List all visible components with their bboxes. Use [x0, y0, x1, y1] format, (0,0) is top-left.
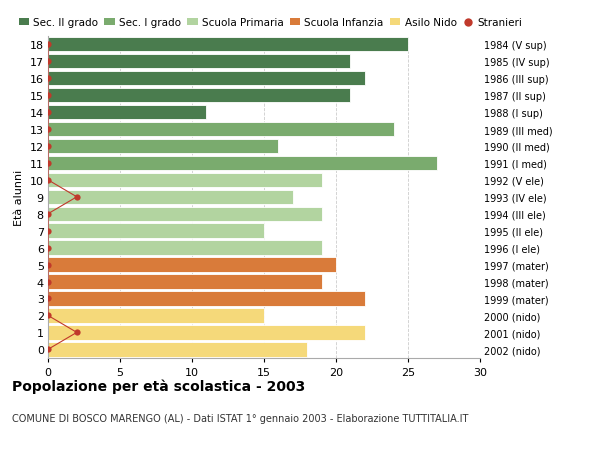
Bar	[48, 173, 322, 188]
Bar	[48, 342, 307, 357]
Y-axis label: Età alunni: Età alunni	[14, 169, 24, 225]
Bar	[48, 72, 365, 86]
Bar	[48, 207, 322, 221]
Text: Popolazione per età scolastica - 2003: Popolazione per età scolastica - 2003	[12, 379, 305, 393]
Bar	[48, 190, 293, 205]
Bar	[48, 224, 264, 238]
Bar	[48, 157, 437, 171]
Bar	[48, 123, 394, 137]
Bar	[48, 241, 322, 255]
Bar	[48, 258, 336, 272]
Bar	[48, 291, 365, 306]
Bar	[48, 308, 264, 323]
Legend: Sec. II grado, Sec. I grado, Scuola Primaria, Scuola Infanzia, Asilo Nido, Stran: Sec. II grado, Sec. I grado, Scuola Prim…	[19, 18, 522, 28]
Bar	[48, 140, 278, 154]
Bar	[48, 89, 350, 103]
Bar	[48, 106, 206, 120]
Bar	[48, 275, 322, 289]
Bar	[48, 38, 408, 52]
Bar	[48, 55, 350, 69]
Text: COMUNE DI BOSCO MARENGO (AL) - Dati ISTAT 1° gennaio 2003 - Elaborazione TUTTITA: COMUNE DI BOSCO MARENGO (AL) - Dati ISTA…	[12, 413, 469, 423]
Bar	[48, 325, 365, 340]
